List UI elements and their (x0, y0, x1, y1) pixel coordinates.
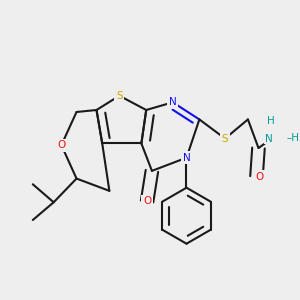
Text: H: H (267, 116, 275, 126)
Text: O: O (57, 140, 65, 150)
Text: N: N (183, 153, 190, 163)
Text: N: N (169, 97, 177, 107)
Text: O: O (143, 196, 151, 206)
Text: S: S (222, 134, 228, 144)
Text: O: O (255, 172, 263, 182)
Text: –H: –H (286, 133, 299, 143)
Text: S: S (116, 91, 123, 101)
Text: N: N (265, 134, 273, 144)
